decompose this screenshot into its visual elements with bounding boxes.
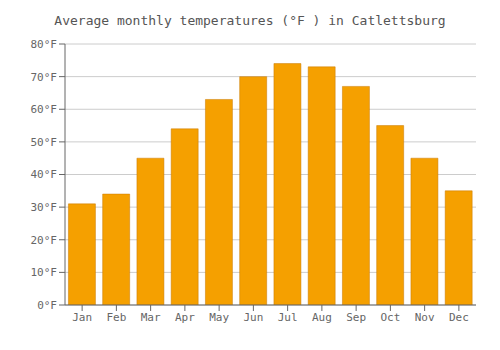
svg-text:50°F: 50°F: [31, 136, 58, 149]
svg-text:Mar: Mar: [141, 311, 161, 324]
svg-text:80°F: 80°F: [31, 38, 58, 51]
svg-text:10°F: 10°F: [31, 266, 58, 279]
svg-text:Jan: Jan: [72, 311, 92, 324]
svg-text:Jun: Jun: [243, 311, 263, 324]
svg-text:0°F: 0°F: [37, 299, 57, 312]
svg-text:Apr: Apr: [175, 311, 195, 324]
svg-text:30°F: 30°F: [31, 201, 58, 214]
svg-text:60°F: 60°F: [31, 103, 58, 116]
svg-text:May: May: [209, 311, 229, 324]
svg-text:Aug: Aug: [312, 311, 332, 324]
svg-text:20°F: 20°F: [31, 234, 58, 247]
svg-text:Oct: Oct: [380, 311, 400, 324]
html-text:Average monthly temperatures (: Average monthly temperatures (°F ) in Ca…: [54, 13, 446, 28]
svg-text:Nov: Nov: [415, 311, 435, 324]
svg-text:Feb: Feb: [106, 311, 126, 324]
svg-text:Sep: Sep: [346, 311, 366, 324]
svg-text:Jul: Jul: [278, 311, 298, 324]
svg-text:40°F: 40°F: [31, 168, 58, 181]
svg-text:Dec: Dec: [449, 311, 469, 324]
svg-text:70°F: 70°F: [31, 71, 58, 84]
